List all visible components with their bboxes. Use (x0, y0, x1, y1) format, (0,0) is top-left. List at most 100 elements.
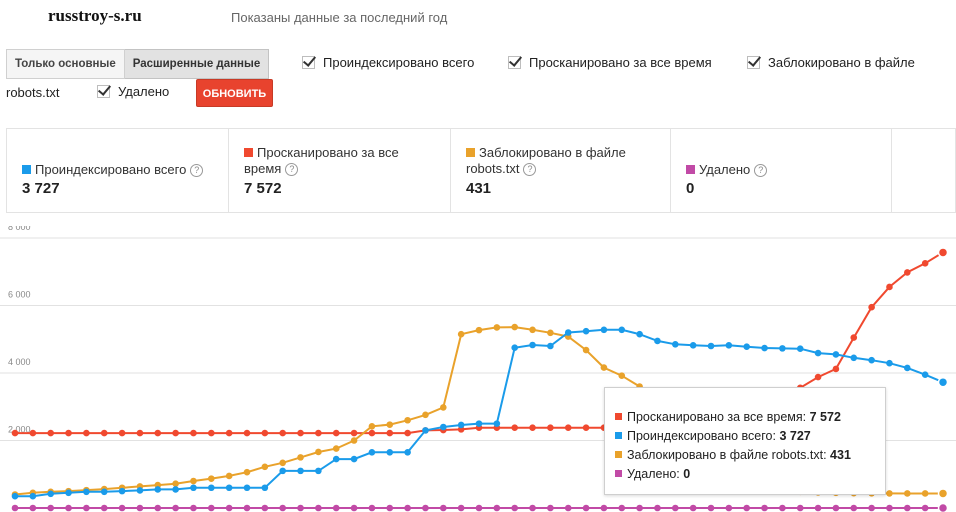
data-point[interactable] (904, 504, 911, 512)
data-point[interactable] (814, 349, 822, 357)
data-point[interactable] (118, 504, 126, 512)
data-point[interactable] (779, 345, 786, 352)
data-point[interactable] (350, 437, 358, 444)
data-point[interactable] (279, 467, 286, 475)
data-point[interactable] (832, 351, 840, 358)
data-point[interactable] (332, 429, 340, 437)
data-point[interactable] (368, 449, 376, 456)
data-point[interactable] (725, 504, 733, 512)
data-point[interactable] (368, 423, 376, 430)
data-point[interactable] (743, 504, 750, 512)
data-point[interactable] (11, 429, 19, 437)
refresh-button[interactable]: ОБНОВИТЬ (196, 79, 273, 107)
data-point[interactable] (886, 283, 893, 291)
data-point[interactable] (279, 459, 286, 467)
data-point[interactable] (689, 342, 697, 349)
data-point[interactable] (154, 504, 162, 512)
data-point[interactable] (921, 371, 929, 378)
data-point[interactable] (154, 429, 162, 437)
data-point[interactable] (654, 504, 661, 512)
data-point[interactable] (386, 421, 394, 428)
data-point[interactable] (868, 356, 875, 364)
data-point[interactable] (707, 342, 715, 350)
data-point[interactable] (886, 490, 893, 497)
data-point[interactable] (904, 269, 911, 276)
data-point[interactable] (172, 480, 179, 487)
data-point[interactable] (440, 423, 447, 431)
data-point[interactable] (582, 424, 590, 431)
data-point[interactable] (136, 504, 144, 512)
data-point[interactable] (208, 475, 215, 482)
data-point[interactable] (29, 504, 37, 512)
data-point[interactable] (386, 504, 394, 512)
data-point[interactable] (350, 504, 358, 512)
crawled-checkbox[interactable]: Просканировано за все время (508, 55, 712, 70)
data-point[interactable] (154, 486, 162, 493)
data-point[interactable] (386, 449, 394, 456)
data-point[interactable] (886, 504, 893, 512)
data-point[interactable] (83, 504, 90, 512)
data-point[interactable] (457, 421, 465, 429)
data-point[interactable] (422, 504, 429, 512)
data-point[interactable] (529, 424, 536, 431)
data-point[interactable] (618, 326, 626, 334)
data-point[interactable] (937, 247, 949, 258)
data-point[interactable] (350, 455, 358, 463)
data-point[interactable] (618, 504, 626, 512)
data-point[interactable] (921, 490, 929, 497)
data-point[interactable] (832, 365, 840, 373)
data-point[interactable] (83, 488, 90, 496)
data-point[interactable] (208, 429, 215, 437)
data-point[interactable] (65, 489, 72, 497)
data-point[interactable] (243, 504, 251, 512)
data-point[interactable] (190, 477, 197, 485)
data-point[interactable] (172, 486, 179, 493)
data-point[interactable] (47, 490, 54, 498)
data-point[interactable] (83, 429, 90, 437)
removed-checkbox[interactable]: Удалено (97, 84, 169, 99)
data-point[interactable] (225, 472, 233, 480)
data-point[interactable] (582, 346, 590, 354)
data-point[interactable] (208, 484, 215, 492)
data-point[interactable] (707, 504, 715, 512)
data-point[interactable] (672, 504, 679, 512)
data-point[interactable] (457, 504, 465, 512)
data-point[interactable] (440, 504, 447, 512)
data-point[interactable] (279, 429, 286, 437)
data-point[interactable] (547, 329, 554, 337)
data-point[interactable] (172, 504, 179, 512)
data-point[interactable] (547, 424, 554, 431)
data-point[interactable] (297, 467, 304, 475)
data-point[interactable] (350, 429, 358, 437)
data-point[interactable] (261, 429, 269, 437)
advanced-view-button[interactable]: Расширенные данные (124, 49, 270, 79)
data-point[interactable] (118, 429, 126, 437)
data-point[interactable] (100, 429, 108, 437)
data-point[interactable] (100, 488, 108, 496)
data-point[interactable] (796, 504, 804, 512)
data-point[interactable] (279, 504, 286, 512)
data-point[interactable] (868, 303, 875, 311)
data-point[interactable] (618, 372, 626, 379)
data-point[interactable] (422, 427, 429, 434)
data-point[interactable] (11, 504, 19, 512)
data-point[interactable] (814, 504, 822, 512)
data-point[interactable] (937, 376, 949, 388)
data-point[interactable] (511, 504, 518, 512)
data-point[interactable] (814, 373, 822, 381)
data-point[interactable] (457, 330, 465, 338)
data-point[interactable] (243, 429, 251, 437)
data-point[interactable] (297, 504, 304, 512)
help-icon[interactable]: ? (523, 163, 537, 176)
data-point[interactable] (937, 488, 949, 499)
data-point[interactable] (368, 429, 376, 437)
data-point[interactable] (654, 337, 661, 345)
data-point[interactable] (332, 504, 340, 512)
data-point[interactable] (243, 468, 251, 476)
data-point[interactable] (725, 342, 733, 349)
data-point[interactable] (582, 327, 590, 335)
data-point[interactable] (547, 504, 554, 512)
data-point[interactable] (850, 504, 858, 512)
indexed-checkbox[interactable]: Проиндексировано всего (302, 55, 474, 70)
help-icon[interactable]: ? (285, 163, 299, 176)
